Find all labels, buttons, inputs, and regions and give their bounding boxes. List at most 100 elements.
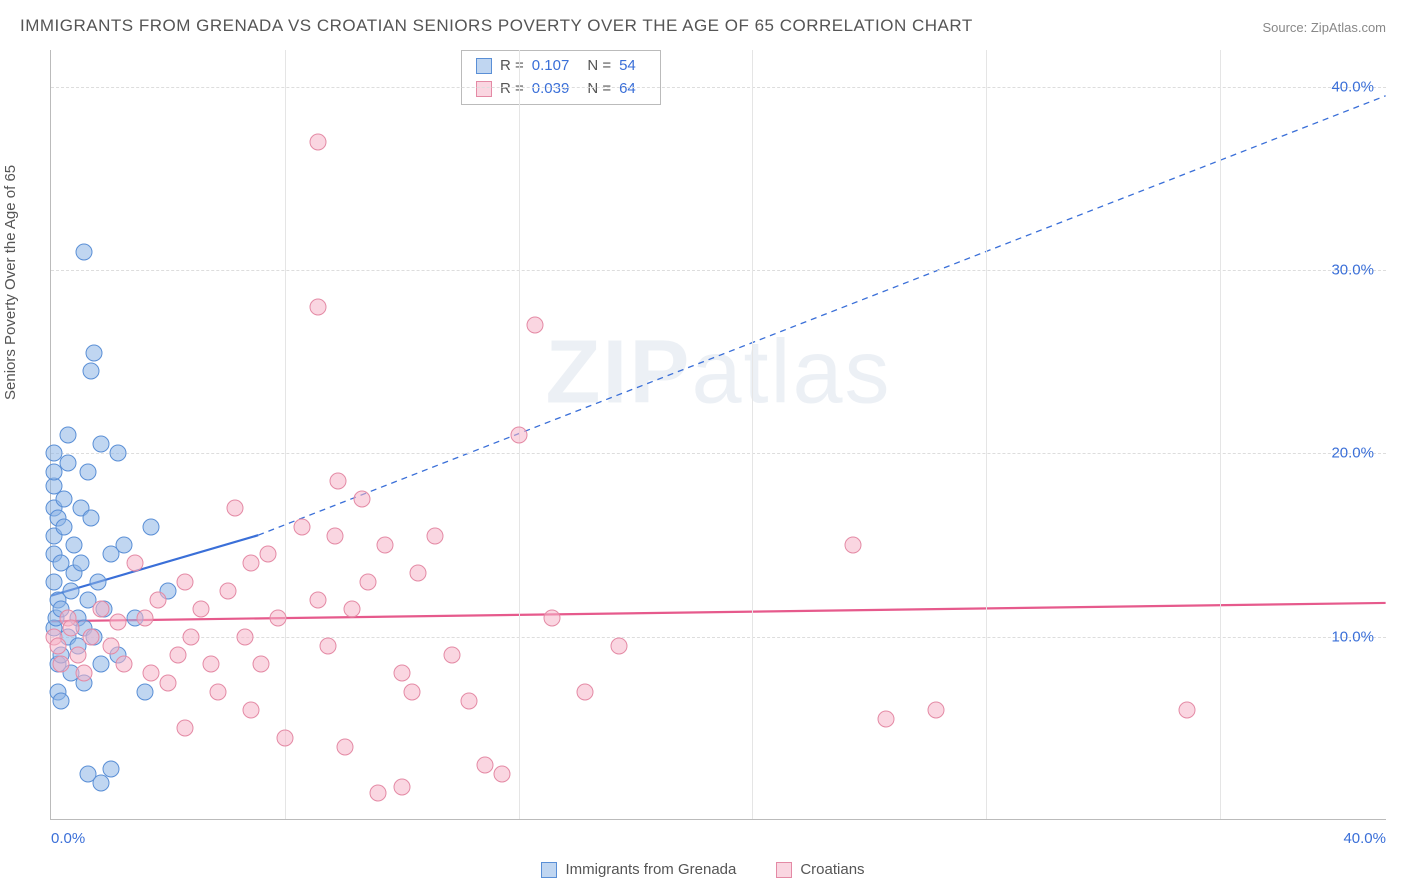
data-point bbox=[46, 463, 63, 480]
chart-title: IMMIGRANTS FROM GRENADA VS CROATIAN SENI… bbox=[20, 16, 973, 36]
data-point bbox=[460, 692, 477, 709]
data-point bbox=[928, 702, 945, 719]
data-point bbox=[103, 546, 120, 563]
data-point bbox=[136, 683, 153, 700]
data-point bbox=[577, 683, 594, 700]
gridline-h bbox=[51, 637, 1386, 638]
data-point bbox=[63, 665, 80, 682]
r-label: R = bbox=[500, 55, 524, 78]
data-point bbox=[443, 647, 460, 664]
data-point bbox=[63, 582, 80, 599]
gridline-v bbox=[752, 50, 753, 819]
data-point bbox=[477, 757, 494, 774]
n-label: N = bbox=[587, 78, 611, 101]
stats-box: R = 0.107 N = 54 R = 0.039 N = 64 bbox=[461, 50, 661, 105]
data-point bbox=[86, 344, 103, 361]
n-value: 64 bbox=[619, 78, 636, 101]
xtick-label: 0.0% bbox=[51, 830, 85, 847]
data-point bbox=[136, 610, 153, 627]
data-point bbox=[59, 454, 76, 471]
r-value: 0.039 bbox=[532, 78, 570, 101]
data-point bbox=[73, 500, 90, 517]
data-point bbox=[46, 546, 63, 563]
data-point bbox=[49, 592, 66, 609]
data-point bbox=[69, 637, 86, 654]
data-point bbox=[243, 555, 260, 572]
data-point bbox=[343, 601, 360, 618]
data-point bbox=[76, 665, 93, 682]
r-value: 0.107 bbox=[532, 55, 570, 78]
swatch-icon bbox=[541, 862, 557, 878]
data-point bbox=[243, 702, 260, 719]
data-point bbox=[53, 647, 70, 664]
data-point bbox=[410, 564, 427, 581]
data-point bbox=[403, 683, 420, 700]
data-point bbox=[326, 527, 343, 544]
data-point bbox=[253, 656, 270, 673]
data-point bbox=[83, 362, 100, 379]
data-point bbox=[93, 436, 110, 453]
data-point bbox=[48, 610, 65, 627]
bottom-legend: Immigrants from Grenada Croatians bbox=[0, 861, 1406, 878]
data-point bbox=[844, 537, 861, 554]
source-label: Source: ZipAtlas.com bbox=[1262, 20, 1386, 35]
data-point bbox=[46, 500, 63, 517]
data-point bbox=[310, 592, 327, 609]
data-point bbox=[293, 518, 310, 535]
legend-label: Immigrants from Grenada bbox=[565, 861, 736, 878]
stats-row: R = 0.039 N = 64 bbox=[476, 78, 646, 101]
data-point bbox=[330, 472, 347, 489]
trend-lines bbox=[51, 50, 1386, 819]
data-point bbox=[59, 610, 76, 627]
plot-area: ZIPatlas R = 0.107 N = 54 R = 0.039 N = … bbox=[50, 50, 1386, 820]
data-point bbox=[53, 656, 70, 673]
watermark: ZIPatlas bbox=[545, 321, 891, 424]
swatch-icon bbox=[476, 81, 492, 97]
data-point bbox=[93, 775, 110, 792]
data-point bbox=[66, 537, 83, 554]
data-point bbox=[116, 656, 133, 673]
data-point bbox=[126, 555, 143, 572]
n-label: N = bbox=[587, 55, 611, 78]
gridline-v bbox=[986, 50, 987, 819]
data-point bbox=[49, 509, 66, 526]
xtick-label: 40.0% bbox=[1343, 830, 1386, 847]
watermark-bold: ZIP bbox=[545, 322, 691, 422]
data-point bbox=[49, 637, 66, 654]
data-point bbox=[103, 637, 120, 654]
ytick-label: 30.0% bbox=[1331, 262, 1374, 279]
data-point bbox=[79, 766, 96, 783]
legend-label: Croatians bbox=[800, 861, 864, 878]
watermark-thin: atlas bbox=[691, 322, 891, 422]
data-point bbox=[73, 555, 90, 572]
ytick-label: 10.0% bbox=[1331, 628, 1374, 645]
data-point bbox=[320, 637, 337, 654]
gridline-h bbox=[51, 453, 1386, 454]
data-point bbox=[176, 720, 193, 737]
swatch-icon bbox=[776, 862, 792, 878]
data-point bbox=[109, 647, 126, 664]
data-point bbox=[176, 573, 193, 590]
data-point bbox=[89, 573, 106, 590]
data-point bbox=[79, 592, 96, 609]
data-point bbox=[143, 518, 160, 535]
data-point bbox=[56, 491, 73, 508]
data-point bbox=[53, 601, 70, 618]
data-point bbox=[310, 133, 327, 150]
gridline-v bbox=[285, 50, 286, 819]
data-point bbox=[210, 683, 227, 700]
data-point bbox=[109, 614, 126, 631]
data-point bbox=[116, 537, 133, 554]
data-point bbox=[159, 582, 176, 599]
data-point bbox=[46, 527, 63, 544]
gridline-h bbox=[51, 270, 1386, 271]
ytick-label: 40.0% bbox=[1331, 78, 1374, 95]
stats-row: R = 0.107 N = 54 bbox=[476, 55, 646, 78]
data-point bbox=[1178, 702, 1195, 719]
data-point bbox=[353, 491, 370, 508]
data-point bbox=[360, 573, 377, 590]
data-point bbox=[527, 317, 544, 334]
data-point bbox=[93, 656, 110, 673]
data-point bbox=[63, 619, 80, 636]
data-point bbox=[203, 656, 220, 673]
